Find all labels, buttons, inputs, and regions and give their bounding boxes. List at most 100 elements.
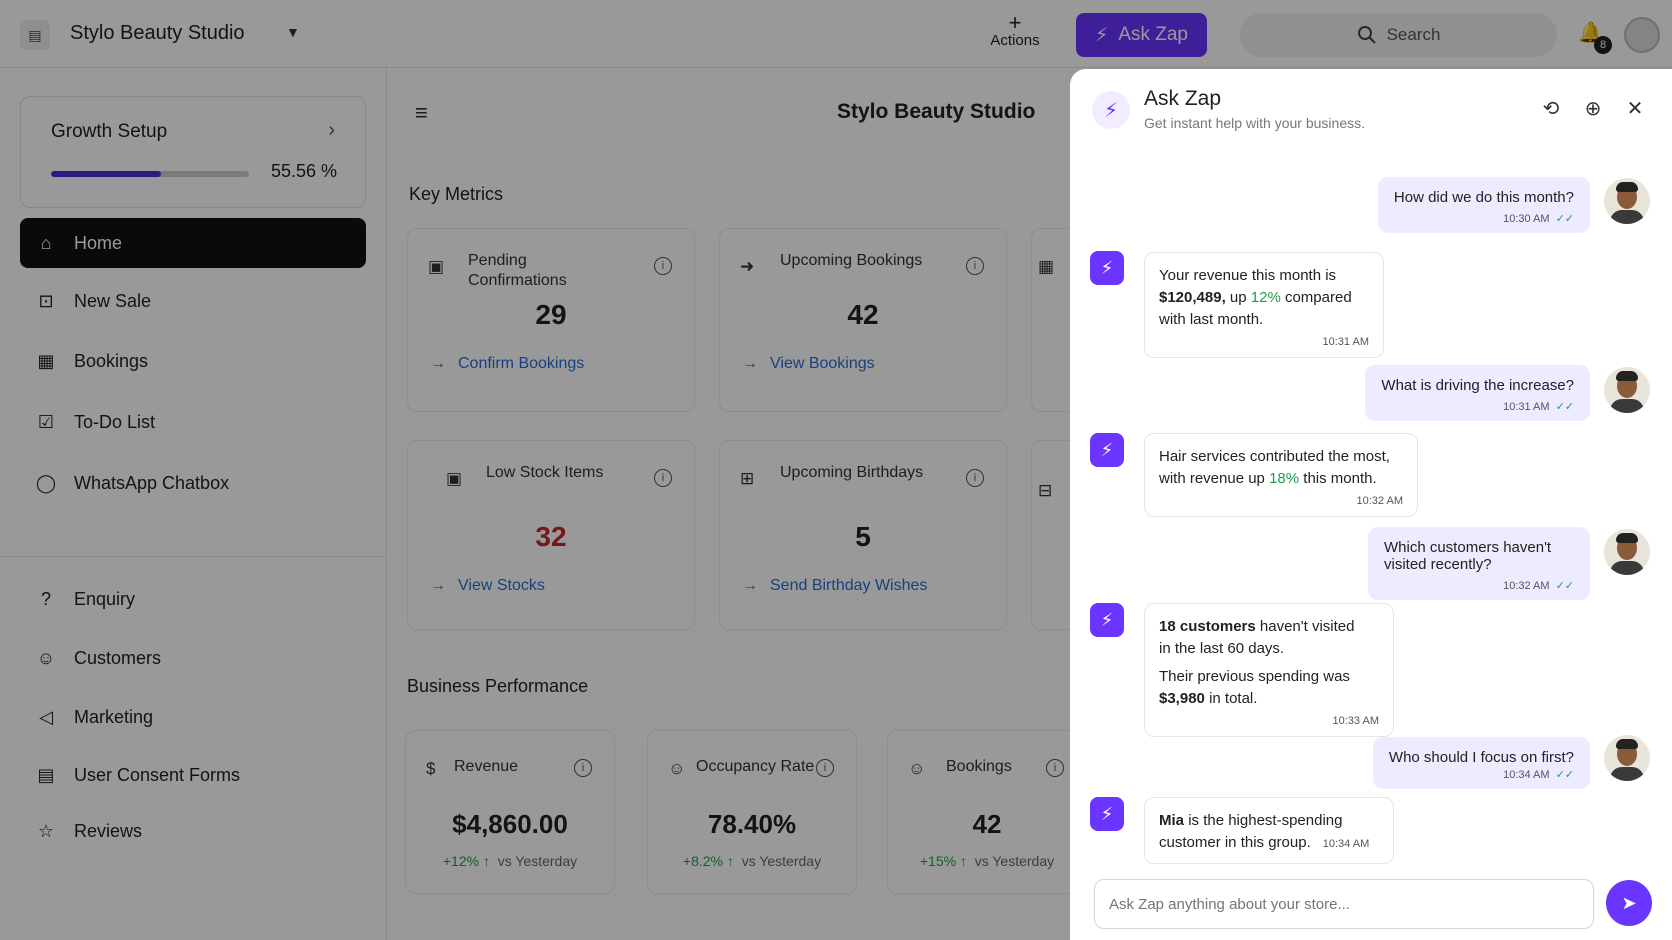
perf-value: $4,860.00	[452, 809, 568, 839]
message-text: with last month.	[1159, 311, 1264, 328]
store-icon: ▤	[20, 20, 50, 50]
sidebar-item-consent-forms[interactable]: ▤ User Consent Forms	[20, 750, 366, 800]
message-bold: $3,980	[1159, 690, 1205, 707]
perf-change: +8.2%	[682, 853, 724, 869]
message-time-text: 10:34 AM	[1503, 769, 1550, 781]
double-check-icon: ✓✓	[1555, 769, 1574, 781]
confirm-bookings-link[interactable]: → Confirm Bookings	[430, 355, 584, 373]
chevron-right-icon: ›	[328, 119, 335, 141]
perf-title: Revenue	[454, 758, 519, 775]
history-icon[interactable]: ⟲	[1542, 97, 1560, 120]
cake-icon: ⊟	[1038, 481, 1053, 500]
perf-compare: vs Yesterday	[974, 853, 1055, 869]
sidebar-item-home[interactable]: ⌂ Home	[20, 218, 366, 268]
double-check-icon: ✓✓	[1555, 401, 1574, 413]
view-bookings-link[interactable]: → View Bookings	[742, 355, 875, 373]
gift-icon: ⊞	[740, 469, 755, 488]
close-icon[interactable]: ✕	[1626, 97, 1644, 120]
notification-bell-icon[interactable]: 🔔 8	[1578, 20, 1612, 54]
user-add-icon: ☺	[908, 759, 926, 778]
send-icon: ➤	[1621, 892, 1637, 913]
avatar-body	[1610, 561, 1644, 575]
info-icon[interactable]: i	[574, 759, 592, 777]
double-check-icon: ✓✓	[1555, 213, 1574, 225]
zap-bot-avatar: ⚡	[1090, 797, 1124, 831]
info-icon[interactable]: i	[966, 257, 984, 275]
info-icon[interactable]: i	[816, 759, 834, 777]
info-icon[interactable]: i	[1046, 759, 1064, 777]
sidebar-item-bookings[interactable]: ▦ Bookings	[20, 336, 366, 386]
perf-trend: +15% ↑ vs Yesterday	[888, 853, 1086, 869]
ask-zap-label: Ask Zap	[1118, 24, 1189, 45]
zap-bot-avatar: ⚡	[1090, 433, 1124, 467]
avatar-hair	[1616, 533, 1638, 543]
arrow-right-icon: →	[742, 577, 758, 594]
metric-card-upcoming-bookings: ➜ Upcoming Bookings i 42 → View Bookings	[719, 228, 1007, 412]
chevron-down-icon[interactable]: ▼	[286, 24, 300, 40]
send-birthday-wishes-link[interactable]: → Send Birthday Wishes	[742, 577, 927, 595]
info-icon[interactable]: i	[654, 469, 672, 487]
message-text: How did we do this month?	[1393, 189, 1574, 206]
metric-value: 29	[535, 299, 567, 330]
perf-value: 78.40%	[707, 809, 797, 839]
sidebar-item-marketing[interactable]: ◁ Marketing	[20, 692, 366, 742]
ask-zap-button[interactable]: ⚡ Ask Zap	[1076, 13, 1207, 57]
sidebar-item-todo[interactable]: ☑ To-Do List	[20, 397, 366, 447]
info-icon[interactable]: i	[966, 469, 984, 487]
notification-badge: 8	[1594, 36, 1612, 54]
actions-label: Actions	[990, 32, 1040, 49]
send-button[interactable]: ➤	[1606, 880, 1652, 926]
message-text: this month.	[1303, 470, 1377, 487]
metric-value: 5	[855, 521, 871, 552]
search-input[interactable]: Search	[1240, 13, 1557, 57]
message-highlight: 12%	[1250, 289, 1281, 306]
bot-message: Hair services contributed the most, with…	[1144, 433, 1418, 517]
message-time-text: 10:31 AM	[1503, 401, 1550, 413]
sidebar-divider	[0, 556, 387, 557]
key-metrics-title: Key Metrics	[409, 184, 504, 204]
dollar-icon: $	[426, 759, 436, 778]
arrow-up-icon: ↑	[959, 853, 967, 869]
message-text: customer in this group.	[1159, 834, 1311, 851]
sidebar-item-reviews[interactable]: ☆ Reviews	[20, 806, 366, 856]
panel-subtitle: Get instant help with your business.	[1144, 115, 1366, 131]
message-time: 10:34 AM ✓✓	[1389, 768, 1574, 781]
new-chat-icon[interactable]: ⊕	[1584, 97, 1602, 120]
ask-zap-input[interactable]	[1094, 879, 1594, 929]
message-text: up	[1229, 289, 1247, 306]
sidebar-item-customers[interactable]: ☺ Customers	[20, 633, 366, 683]
message-text: is the highest-spending	[1188, 812, 1343, 829]
image-icon: ▣	[428, 257, 445, 276]
store-name[interactable]: Stylo Beauty Studio	[70, 22, 245, 44]
info-icon[interactable]: i	[654, 257, 672, 275]
sort-menu-icon[interactable]: ≡	[415, 100, 428, 125]
message-time: 10:34 AM	[1322, 838, 1370, 850]
growth-setup-card[interactable]: Growth Setup › 55.56 %	[20, 96, 366, 208]
growth-progress-bar	[51, 171, 249, 177]
perf-trend: +8.2% ↑ vs Yesterday	[648, 853, 856, 869]
sidebar-item-whatsapp[interactable]: ◯ WhatsApp Chatbox	[20, 458, 366, 508]
double-check-icon: ✓✓	[1555, 580, 1574, 592]
sidebar-item-label: To-Do List	[74, 411, 156, 432]
home-icon: ⌂	[40, 232, 52, 253]
metric-title: Upcoming Bookings	[780, 252, 923, 269]
view-stocks-link[interactable]: → View Stocks	[430, 577, 545, 595]
lightning-icon: ⚡	[1092, 91, 1130, 129]
link-label: Send Birthday Wishes	[770, 577, 928, 594]
actions-button[interactable]: + Actions	[980, 10, 1050, 50]
profile-avatar[interactable]	[1624, 17, 1660, 53]
message-time: 10:33 AM	[1332, 715, 1379, 727]
perf-change: +15%	[919, 853, 957, 869]
user-message: Which customers haven't visited recently…	[1368, 527, 1590, 600]
sidebar-item-enquiry[interactable]: ? Enquiry	[20, 574, 366, 624]
metric-card-birthdays: ⊞ Upcoming Birthdays i 5 → Send Birthday …	[719, 440, 1007, 630]
message-text: with revenue up	[1159, 470, 1265, 487]
sidebar-item-new-sale[interactable]: ⊡ New Sale	[20, 276, 366, 326]
metric-value: 42	[847, 299, 879, 330]
plus-icon: +	[1008, 10, 1022, 35]
avatar-body	[1610, 210, 1644, 224]
metric-card-low-stock: ▣ Low Stock Items i 32 → View Stocks	[407, 440, 695, 630]
growth-title: Growth Setup	[51, 121, 168, 142]
message-text: haven't visited	[1259, 618, 1355, 635]
growth-progress-fill	[51, 171, 161, 177]
